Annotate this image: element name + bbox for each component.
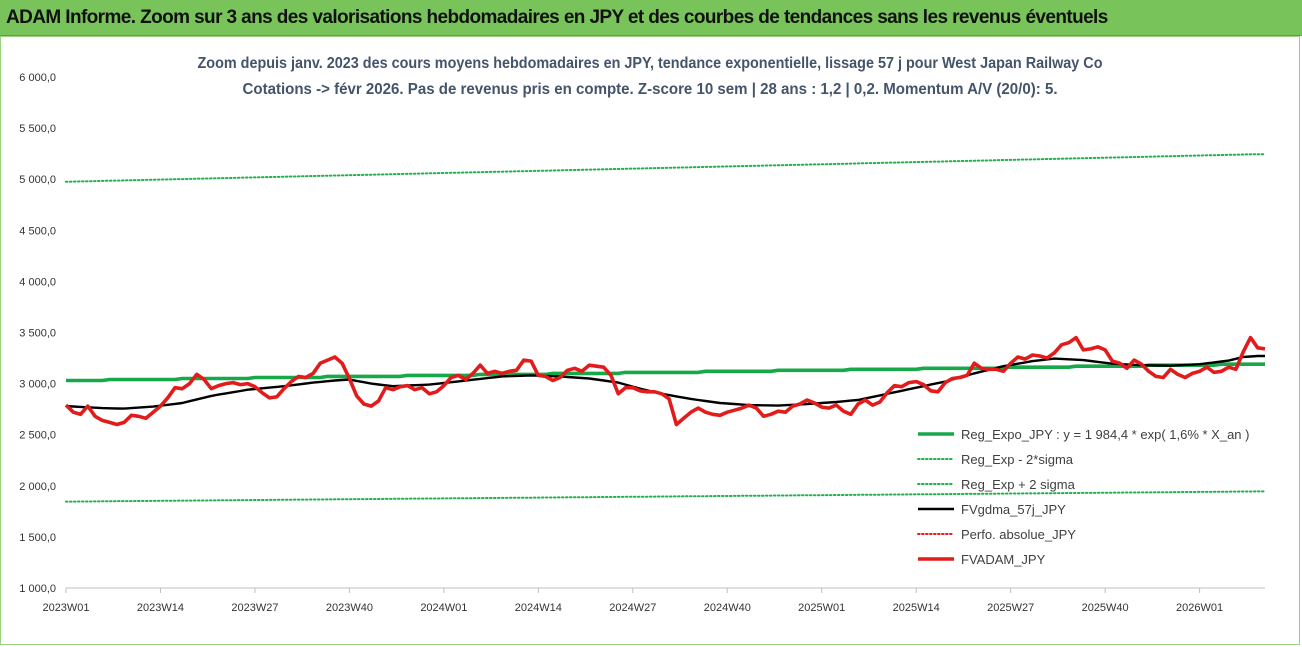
- x-tick-label: 2023W14: [137, 602, 184, 614]
- x-tick-label: 2025W01: [798, 602, 845, 614]
- legend-label: Reg_Exp + 2 sigma: [961, 477, 1076, 492]
- y-tick-label: 3 500,0: [19, 328, 56, 340]
- x-tick-label: 2024W27: [609, 602, 656, 614]
- legend-label: Reg_Exp - 2*sigma: [961, 452, 1074, 467]
- x-tick-label: 2026W01: [1176, 602, 1223, 614]
- y-tick-label: 1 000,0: [19, 583, 56, 595]
- plot-group: [64, 153, 1266, 503]
- y-tick-label: 4 500,0: [19, 225, 56, 237]
- series-line-2: [65, 490, 1266, 503]
- axes-group: 1 000,0 1 500,0 2 000,0 2 500,0 3 000,0 3 500…: [19, 72, 1265, 614]
- x-tick-label: 2023W27: [231, 602, 278, 614]
- x-tick-label: 2023W01: [42, 602, 89, 614]
- report-title: ADAM Informe. Zoom sur 3 ans des valoris…: [6, 7, 1108, 28]
- y-tick-label: 1 500,0: [19, 532, 56, 544]
- series-line-1: [65, 153, 1266, 183]
- x-tick-label: 2024W01: [420, 602, 467, 614]
- x-tick-label: 2025W40: [1082, 602, 1129, 614]
- x-tick-label: 2024W14: [515, 602, 562, 614]
- y-tick-label: 2 500,0: [19, 430, 56, 442]
- y-tick-label: 6 000,0: [19, 72, 56, 84]
- legend-label: FVgdma_57j_JPY: [961, 502, 1066, 517]
- y-tick-label: 3 000,0: [19, 379, 56, 391]
- y-tick-label: 4 000,0: [19, 276, 56, 288]
- chart-title-line1: Zoom depuis janv. 2023 des cours moyens …: [198, 55, 1103, 72]
- chart-frame: [0, 36, 1300, 645]
- y-tick-label: 5 500,0: [19, 123, 56, 135]
- series-line-5: [64, 335, 1266, 427]
- x-tick-label: 2025W14: [893, 602, 940, 614]
- x-tick-label: 2023W40: [326, 602, 373, 614]
- x-tick-label: 2024W40: [704, 602, 751, 614]
- x-tick-label: 2025W27: [987, 602, 1034, 614]
- y-tick-label: 2 000,0: [19, 481, 56, 493]
- legend: Reg_Expo_JPY : y = 1 984,4 * exp( 1,6% *…: [917, 427, 1249, 567]
- legend-label: Perfo. absolue_JPY: [961, 527, 1076, 542]
- legend-label: FVADAM_JPY: [961, 552, 1046, 567]
- report-header: ADAM Informe. Zoom sur 3 ans des valoris…: [0, 0, 1302, 36]
- series-line-0: [66, 362, 1265, 383]
- y-tick-label: 5 000,0: [19, 174, 56, 186]
- chart-title-line2: Cotations -> févr 2026. Pas de revenus p…: [243, 81, 1058, 98]
- legend-label: Reg_Expo_JPY : y = 1 984,4 * exp( 1,6% *…: [961, 427, 1249, 442]
